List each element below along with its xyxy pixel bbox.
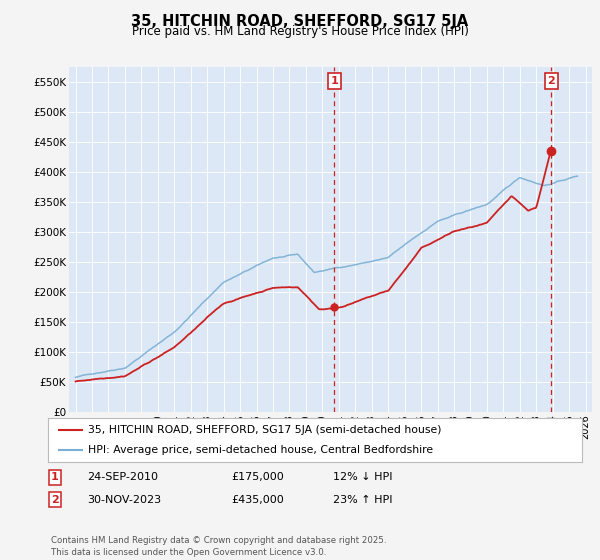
Text: 35, HITCHIN ROAD, SHEFFORD, SG17 5JA: 35, HITCHIN ROAD, SHEFFORD, SG17 5JA [131,14,469,29]
Text: 23% ↑ HPI: 23% ↑ HPI [333,494,392,505]
Text: HPI: Average price, semi-detached house, Central Bedfordshire: HPI: Average price, semi-detached house,… [88,445,433,455]
Text: 1: 1 [331,76,338,86]
Text: Contains HM Land Registry data © Crown copyright and database right 2025.
This d: Contains HM Land Registry data © Crown c… [51,536,386,557]
Text: 24-SEP-2010: 24-SEP-2010 [87,472,158,482]
Text: 30-NOV-2023: 30-NOV-2023 [87,494,161,505]
Text: Price paid vs. HM Land Registry's House Price Index (HPI): Price paid vs. HM Land Registry's House … [131,25,469,38]
Text: 2: 2 [51,494,59,505]
Text: 12% ↓ HPI: 12% ↓ HPI [333,472,392,482]
Text: £435,000: £435,000 [231,494,284,505]
Text: £175,000: £175,000 [231,472,284,482]
Text: 2: 2 [548,76,555,86]
Text: 35, HITCHIN ROAD, SHEFFORD, SG17 5JA (semi-detached house): 35, HITCHIN ROAD, SHEFFORD, SG17 5JA (se… [88,425,442,435]
Text: 1: 1 [51,472,59,482]
